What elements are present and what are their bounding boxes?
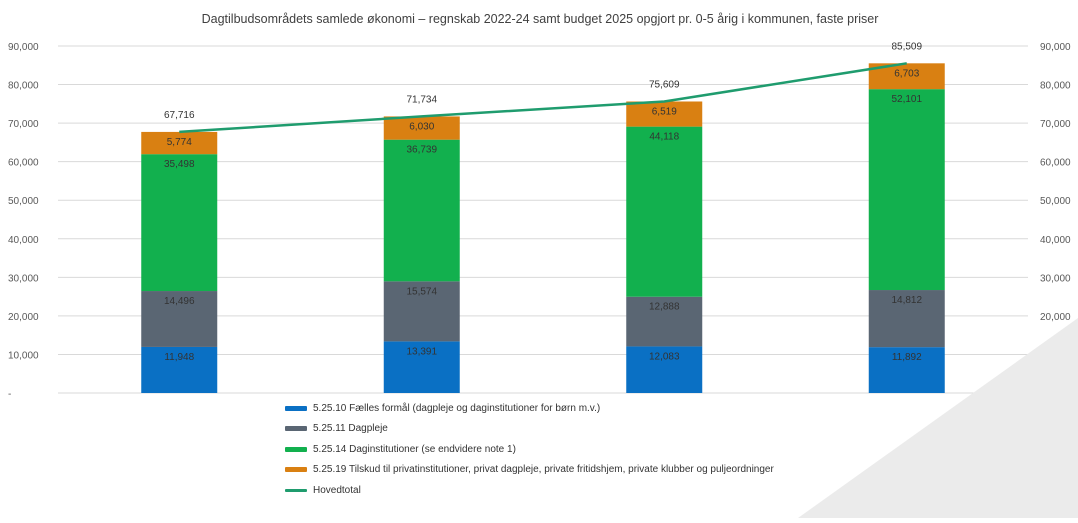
segment-value-label: 14,496 [164,296,195,307]
segment-value-label: 36,739 [406,145,437,156]
total-value-label: 71,734 [406,94,437,105]
segment-value-label: 52,101 [891,94,922,105]
segment-value-label: 15,574 [406,286,437,297]
bar-segment [868,89,945,291]
y-tick-label-left: 80,000 [8,81,39,92]
y-tick-label-left: 10,000 [8,350,39,361]
legend-label: Hovedtotal [313,484,361,496]
y-tick-label-right: 50,000 [1040,196,1071,207]
bar-segment [141,346,218,393]
legend-swatch-icon [285,426,307,432]
bar-segment [383,341,460,393]
segment-value-label: 13,391 [406,346,437,357]
y-tick-label-right: 70,000 [1040,119,1071,130]
y-tick-label-left: 90,000 [8,42,39,53]
total-value-label: 85,509 [891,41,922,52]
bar-segment [626,101,703,127]
bar-segment [383,116,460,140]
legend-label: 5.25.10 Fælles formål (dagpleje og dagin… [313,402,601,414]
y-tick-label-right: 80,000 [1040,81,1071,92]
legend-swatch-icon [285,488,307,492]
legend-item-dagpleje: 5.25.11 Dagpleje [285,419,774,440]
y-tick-label-right: 40,000 [1040,235,1071,246]
y-tick-label-right: 60,000 [1040,158,1071,169]
data-labels: 11,948 14,496 35,498 5,774 13,391 15,574 36,73… [164,41,923,363]
left-y-axis: - 10,000 20,000 30,000 40,000 50,000 60,000 70,… [8,42,39,400]
y-tick-label-right: 20,000 [1040,312,1071,323]
y-tick-label-left: 60,000 [8,158,39,169]
legend-item-daginstitutioner: 5.25.14 Daginstitutioner (se endvidere n… [285,439,774,460]
legend-item-tilskud: 5.25.19 Tilskud til privatinstitutioner,… [285,460,774,481]
chart-title: Dagtilbudsområdets samlede økonomi – reg… [202,12,879,26]
legend-swatch-icon [285,446,307,452]
segment-value-label: 44,118 [649,132,679,143]
legend-label: 5.25.19 Tilskud til privatinstitutioner,… [313,464,774,476]
segment-value-label: 6,703 [894,68,919,79]
bar-segment [868,347,945,393]
total-line [179,62,907,134]
segment-value-label: 35,498 [164,159,195,170]
y-tick-label-left: 70,000 [8,119,39,130]
bar-segment [868,290,945,348]
y-tick-label-left: 20,000 [8,312,39,323]
legend-label: 5.25.11 Dagpleje [313,423,388,435]
y-tick-label-left: 40,000 [8,235,39,246]
bar-segment [626,296,703,347]
legend-label: 5.25.14 Daginstitutioner (se endvidere n… [313,443,516,455]
segment-value-label: 6,030 [409,121,434,132]
total-value-label: 75,609 [649,79,680,90]
legend-item-faelles-formaal: 5.25.10 Fælles formål (dagpleje og dagin… [285,398,774,419]
bar-segment [626,126,703,297]
segment-value-label: 6,519 [652,106,677,117]
legend-swatch-icon [285,467,307,473]
segment-value-label: 5,774 [167,137,192,148]
bar-segment [383,139,460,282]
total-line-series [179,62,907,134]
y-tick-label-right: 30,000 [1040,273,1071,284]
y-tick-label-left: - [8,389,11,400]
bar-segment [141,291,218,347]
segment-value-label: 12,083 [649,351,680,362]
bar-segment [141,154,218,292]
legend-swatch-icon [285,405,307,411]
segment-value-label: 12,888 [649,302,680,313]
segment-value-label: 11,892 [892,352,922,363]
bar-segment [383,281,460,342]
y-tick-label-left: 30,000 [8,273,39,284]
grid-lines [58,45,1028,394]
segment-value-label: 11,948 [164,352,194,363]
total-value-label: 67,716 [164,110,195,121]
bar-segment [141,131,218,155]
legend: 5.25.10 Fælles formål (dagpleje og dagin… [285,398,774,501]
bar-segment [626,346,703,393]
legend-item-hovedtotal: Hovedtotal [285,480,774,501]
y-tick-label-left: 50,000 [8,196,39,207]
bars [141,63,945,393]
y-tick-label-right: 90,000 [1040,42,1071,53]
decorative-corner-shape [798,318,1078,518]
segment-value-label: 14,812 [891,295,922,306]
